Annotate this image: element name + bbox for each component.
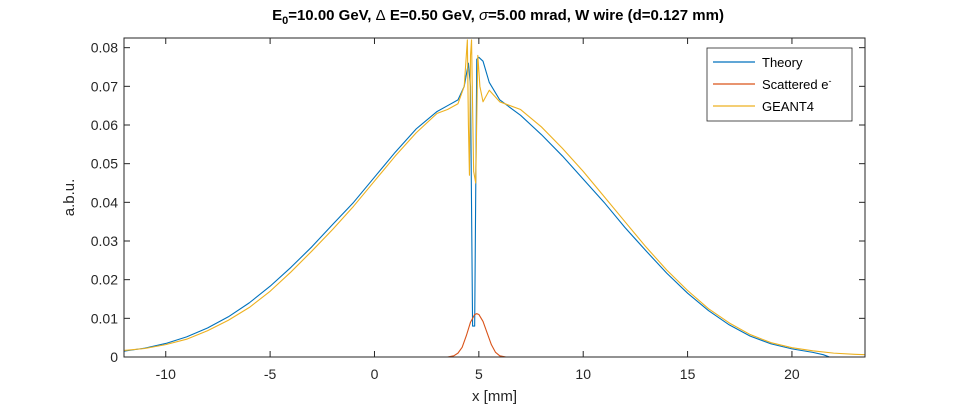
y-tick-label: 0.03 — [91, 233, 118, 249]
x-axis-label: x [mm] — [472, 388, 517, 405]
y-tick-label: 0.05 — [91, 156, 118, 172]
title-part-4: E=0.50 GeV, — [386, 7, 479, 24]
legend-label-theory: Theory — [762, 55, 803, 70]
x-tick-label: 10 — [575, 366, 591, 382]
x-tick-label: 15 — [680, 366, 696, 382]
y-tick-label: 0.01 — [91, 310, 118, 326]
legend: Theory Scattered e- GEANT4 — [706, 47, 853, 122]
y-tick-label: 0.07 — [91, 78, 118, 94]
y-tick-label: 0.04 — [91, 194, 118, 210]
series-line-scattered-e — [124, 313, 865, 357]
series-line-geant4 — [124, 39, 865, 356]
title-delta-symbol: Δ — [376, 7, 386, 24]
chart-title: E0=10.00 GeV, Δ E=0.50 GeV, σ=5.00 mrad,… — [272, 7, 724, 27]
title-part-2: =10.00 GeV, — [288, 7, 375, 24]
plot-area — [124, 39, 865, 357]
x-tick-label: 5 — [475, 366, 483, 382]
y-axis-label: a.b.u. — [61, 179, 78, 217]
x-tick-label: 20 — [784, 366, 800, 382]
y-tick-label: 0.06 — [91, 117, 118, 133]
series-line-theory — [124, 56, 830, 357]
x-tick-label: -5 — [264, 366, 277, 382]
title-subscript: 0 — [282, 15, 288, 27]
y-tick-label: 0.02 — [91, 272, 118, 288]
axis-ticks: -10 -5 0 5 10 15 20 0 0.01 0.02 0.03 0.04 0.05 0.06 0.… — [91, 38, 865, 382]
title-part-6: =5.00 mrad, W wire (d=0.127 mm) — [488, 7, 724, 24]
legend-label-scattered-e: Scattered e- — [762, 76, 832, 92]
y-tick-label: 0 — [110, 349, 118, 365]
axes-box — [123, 37, 866, 358]
title-part-1: E — [272, 7, 282, 24]
title-sigma-symbol: σ — [479, 7, 489, 24]
y-tick-label: 0.08 — [91, 40, 118, 56]
x-tick-label: -10 — [156, 366, 176, 382]
x-tick-label: 0 — [371, 366, 379, 382]
legend-label-geant4: GEANT4 — [762, 99, 814, 114]
